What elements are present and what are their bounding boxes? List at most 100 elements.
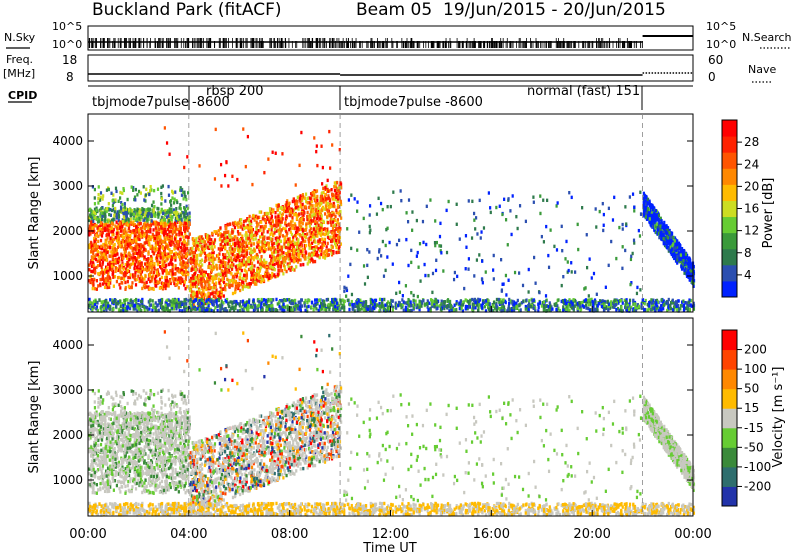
power-echo-cell [206, 279, 209, 284]
power-echo-cell [331, 226, 335, 231]
power-echo-cell [245, 225, 248, 229]
power-echo-cell [159, 221, 163, 226]
power-echo-cell [139, 267, 142, 271]
power-echo-cell [180, 268, 183, 273]
power-echo-cell [104, 255, 107, 259]
power-echo-cell [99, 191, 103, 195]
power-echo-cell [231, 262, 234, 267]
power-echo-cell [96, 252, 99, 257]
power-echo-cell [182, 211, 185, 215]
power-echo-cell [139, 221, 142, 226]
power-echo-cell [112, 193, 115, 197]
power-echo-cell [201, 239, 204, 244]
nsky-strip: N.Sky 10^5 10^0 10^5 10^0 N.Search [4, 20, 792, 51]
power-echo-cell [149, 230, 152, 234]
power-echo-cell [89, 300, 92, 305]
power-echo-cell [186, 252, 189, 256]
power-echo-cell [114, 186, 118, 191]
power-echo-cell [129, 254, 132, 258]
power-echo-cell [203, 241, 206, 245]
power-echo-cell [232, 221, 235, 225]
power-echo-cell [206, 246, 209, 250]
power-echo-cell [245, 273, 248, 277]
power-echo-cell [163, 218, 167, 222]
power-echo-cell [329, 204, 332, 209]
power-echo-cell [99, 238, 103, 243]
power-echo-cell [128, 251, 131, 255]
power-echo-cell [238, 275, 242, 280]
power-echo-cell [308, 220, 312, 224]
power-echo-cell [332, 251, 335, 255]
power-echo-cell [285, 214, 288, 219]
power-echo-cell [143, 285, 147, 290]
power-echo-cell [330, 303, 333, 307]
power-echo-cell [171, 196, 174, 200]
power-echo-cell [90, 220, 93, 224]
power-echo-cell [93, 236, 96, 241]
power-echo-cell [172, 253, 176, 257]
power-echo-cell [114, 266, 117, 270]
power-echo-cell [184, 287, 187, 291]
power-echo-cell [192, 276, 195, 280]
power-echo-cell [159, 255, 162, 260]
power-echo-cell [163, 229, 167, 234]
power-echo-cell [95, 231, 99, 236]
power-echo-cell [89, 279, 92, 283]
power-echo-cell [179, 203, 182, 207]
power-echo-cell [143, 218, 146, 222]
power-echo-cell [303, 234, 307, 239]
power-echo-cell [192, 241, 195, 246]
power-echo-cell [164, 199, 167, 203]
power-echo-cell [161, 211, 165, 216]
power-echo-cell [282, 272, 285, 276]
power-echo-cell [95, 253, 98, 257]
power-echo-cell [175, 207, 178, 211]
power-echo-cell [334, 214, 337, 218]
power-echo-cell [162, 284, 166, 289]
power-echo-cell [143, 277, 146, 281]
power-echo-cell [234, 265, 237, 269]
power-echo-cell [239, 232, 242, 236]
power-echo-cell [247, 246, 251, 250]
power-echo-cell [181, 271, 184, 275]
power-echo-cell [145, 223, 148, 228]
power-echo-cell [137, 228, 141, 232]
power-echo-cell [264, 219, 267, 223]
power-echo-cell [108, 240, 111, 244]
power-echo-cell [102, 256, 105, 261]
power-echo-cell [163, 269, 166, 273]
power-echo-cell [257, 228, 260, 233]
power-echo-cell [174, 210, 177, 214]
power-echo-cell [139, 217, 142, 221]
power-echo-cell [140, 266, 143, 271]
power-echo-cell [138, 217, 141, 221]
power-echo-cell [323, 227, 326, 231]
power-echo-cell [135, 239, 138, 243]
power-echo-cell [175, 225, 178, 229]
power-echo-cell [90, 269, 93, 274]
power-echo-cell [160, 210, 163, 214]
power-echo-cell [126, 260, 129, 265]
power-echo-cell [133, 208, 136, 212]
power-echo-cell [247, 218, 251, 222]
power-echo-cell [290, 259, 293, 263]
power-echo-cell [322, 255, 325, 259]
power-echo-cell [217, 272, 220, 276]
power-echo-cell [308, 213, 312, 217]
power-echo-cell [132, 230, 135, 235]
power-echo-cell [101, 217, 104, 222]
power-echo-cell [167, 184, 170, 189]
power-echo-cell [88, 263, 91, 267]
power-echo-cell [140, 232, 144, 237]
power-echo-cell [157, 231, 161, 236]
power-echo-cell [613, 305, 616, 309]
nave-tick-top: 60 [708, 53, 723, 67]
power-echo-cell [181, 253, 184, 257]
power-echo-cell [100, 244, 103, 248]
power-echo-cell [130, 285, 133, 290]
power-echo-cell [118, 264, 121, 268]
power-echo-cell [176, 239, 180, 244]
power-echo-cell [147, 285, 150, 289]
power-echo-cell [301, 232, 304, 236]
power-echo-cell [89, 224, 92, 228]
